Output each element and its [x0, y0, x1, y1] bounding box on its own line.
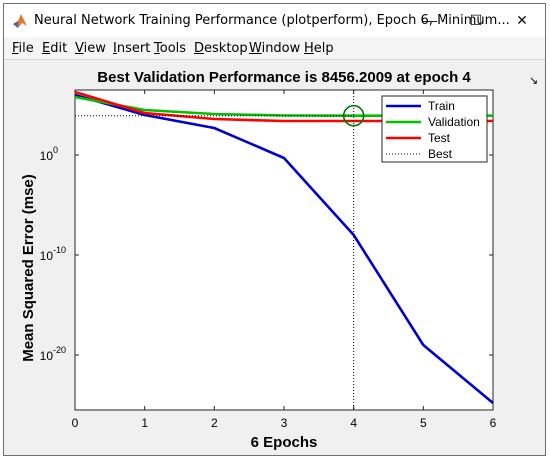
best-point-circle	[342, 104, 365, 127]
y-tick-exponent: -10	[53, 245, 66, 255]
series-line-train	[74, 93, 494, 404]
x-tick-label: 0	[72, 416, 79, 430]
x-tick-label: 6	[490, 416, 497, 430]
menu-bar: File Edit View Insert Tools Desktop Wind…	[4, 37, 545, 87]
x-tick-label: 3	[281, 416, 288, 430]
menu-insert[interactable]: Insert	[113, 41, 151, 56]
title-bar[interactable]: Neural Network Training Performance (plo…	[4, 4, 545, 37]
x-tick-label: 2	[211, 416, 218, 430]
x-tick-label: 5	[420, 416, 427, 430]
y-tick-exponent: 0	[53, 145, 58, 155]
x-tick-label: 1	[141, 416, 148, 430]
legend-label-best: Best	[428, 147, 453, 161]
legend-label-validation: Validation	[428, 115, 480, 129]
maximize-button[interactable]: ☐	[469, 12, 483, 28]
menu-tools[interactable]: Tools	[154, 41, 187, 56]
menu-view[interactable]: View	[75, 41, 106, 56]
x-axis-label: 6 Epochs	[251, 434, 318, 451]
legend: Train Validation Test Best	[381, 95, 488, 163]
menu-window[interactable]: Window	[249, 41, 301, 56]
x-tick-label: 4	[350, 416, 357, 430]
y-tick-label: 10	[40, 349, 54, 363]
window-title: Neural Network Training Performance (plo…	[34, 13, 510, 28]
matlab-logo-icon	[13, 14, 27, 28]
menu-file[interactable]: File	[12, 41, 34, 56]
y-axis-label: Mean Squared Error (mse)	[20, 174, 37, 362]
y-tick-exponent: -20	[53, 345, 66, 355]
menu-edit[interactable]: Edit	[42, 41, 68, 56]
menu-desktop[interactable]: Desktop	[194, 41, 248, 56]
chart-title: Best Validation Performance is 8456.2009…	[97, 69, 471, 86]
y-tick-label: 10	[40, 249, 54, 263]
close-button[interactable]: ✕	[516, 12, 528, 28]
minimize-button[interactable]: —	[423, 12, 437, 28]
dock-arrow-icon[interactable]: ↘	[529, 75, 539, 87]
menu-help[interactable]: Help	[304, 41, 334, 56]
y-tick-label: 10	[40, 149, 54, 163]
legend-label-test: Test	[428, 131, 451, 145]
legend-label-train: Train	[428, 99, 455, 113]
